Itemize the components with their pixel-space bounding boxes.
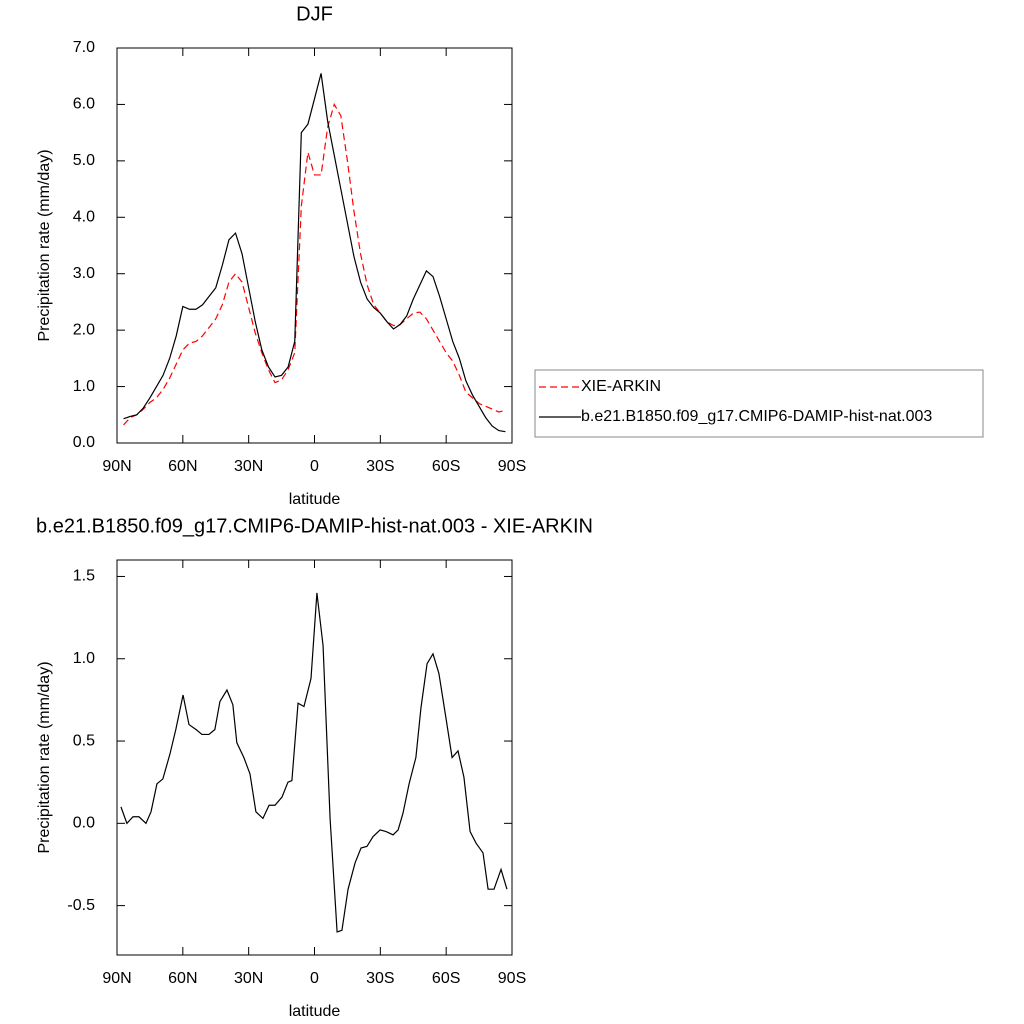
data-line bbox=[123, 73, 506, 433]
y-tick-label: 1.0 bbox=[73, 378, 95, 395]
x-tick-label: 30N bbox=[234, 458, 263, 475]
x-tick-label: 30S bbox=[366, 458, 394, 475]
legend: XIE-ARKIN b.e21.B1850.f09_g17.CMIP6-DAMIP… bbox=[534, 369, 984, 438]
legend-label: b.e21.B1850.f09_g17.CMIP6-DAMIP-hist-nat… bbox=[581, 408, 932, 425]
y-tick-label: 0.0 bbox=[73, 434, 95, 451]
x-tick-label: 60S bbox=[432, 458, 460, 475]
x-tick-label: 60S bbox=[432, 970, 460, 987]
y-axis-label: Precipitation rate (mm/day) bbox=[36, 149, 53, 341]
x-tick-label: 30N bbox=[234, 970, 263, 987]
y-tick-label: 3.0 bbox=[73, 265, 95, 282]
data-line bbox=[120, 592, 508, 933]
y-tick-label: 7.0 bbox=[73, 39, 95, 56]
y-tick-label: 0.0 bbox=[73, 815, 95, 832]
x-tick-label: 90N bbox=[102, 970, 131, 987]
x-tick-label: 30S bbox=[366, 970, 394, 987]
x-tick-label: 60N bbox=[168, 970, 197, 987]
x-tick-label: 90N bbox=[102, 458, 131, 475]
x-axis-label: latitude bbox=[289, 1003, 341, 1020]
y-tick-label: 2.0 bbox=[73, 321, 95, 338]
y-tick-label: 1.0 bbox=[73, 650, 95, 667]
x-tick-label: 60N bbox=[168, 458, 197, 475]
x-tick-label: 0 bbox=[310, 458, 319, 475]
y-tick-label: -0.5 bbox=[67, 897, 95, 914]
chart-title: DJF bbox=[296, 3, 333, 25]
x-tick-label: 90S bbox=[498, 458, 526, 475]
y-tick-label: 1.5 bbox=[73, 568, 95, 585]
x-axis-label: latitude bbox=[289, 491, 341, 508]
y-tick-label: 4.0 bbox=[73, 209, 95, 226]
y-tick-label: 5.0 bbox=[73, 152, 95, 169]
chart-title: b.e21.B1850.f09_g17.CMIP6-DAMIP-hist-nat… bbox=[36, 515, 593, 537]
plot-frame bbox=[116, 47, 513, 444]
y-tick-label: 6.0 bbox=[73, 96, 95, 113]
data-line bbox=[123, 102, 506, 426]
x-tick-label: 90S bbox=[498, 970, 526, 987]
y-axis-label: Precipitation rate (mm/day) bbox=[36, 661, 53, 853]
legend-label: XIE-ARKIN bbox=[581, 378, 661, 395]
legend-box bbox=[534, 369, 984, 438]
y-tick-label: 0.5 bbox=[73, 732, 95, 749]
x-tick-label: 0 bbox=[310, 970, 319, 987]
